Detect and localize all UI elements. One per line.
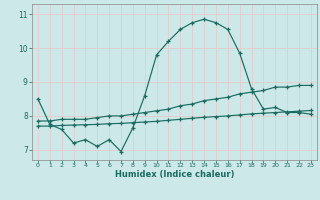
X-axis label: Humidex (Indice chaleur): Humidex (Indice chaleur) — [115, 170, 234, 179]
